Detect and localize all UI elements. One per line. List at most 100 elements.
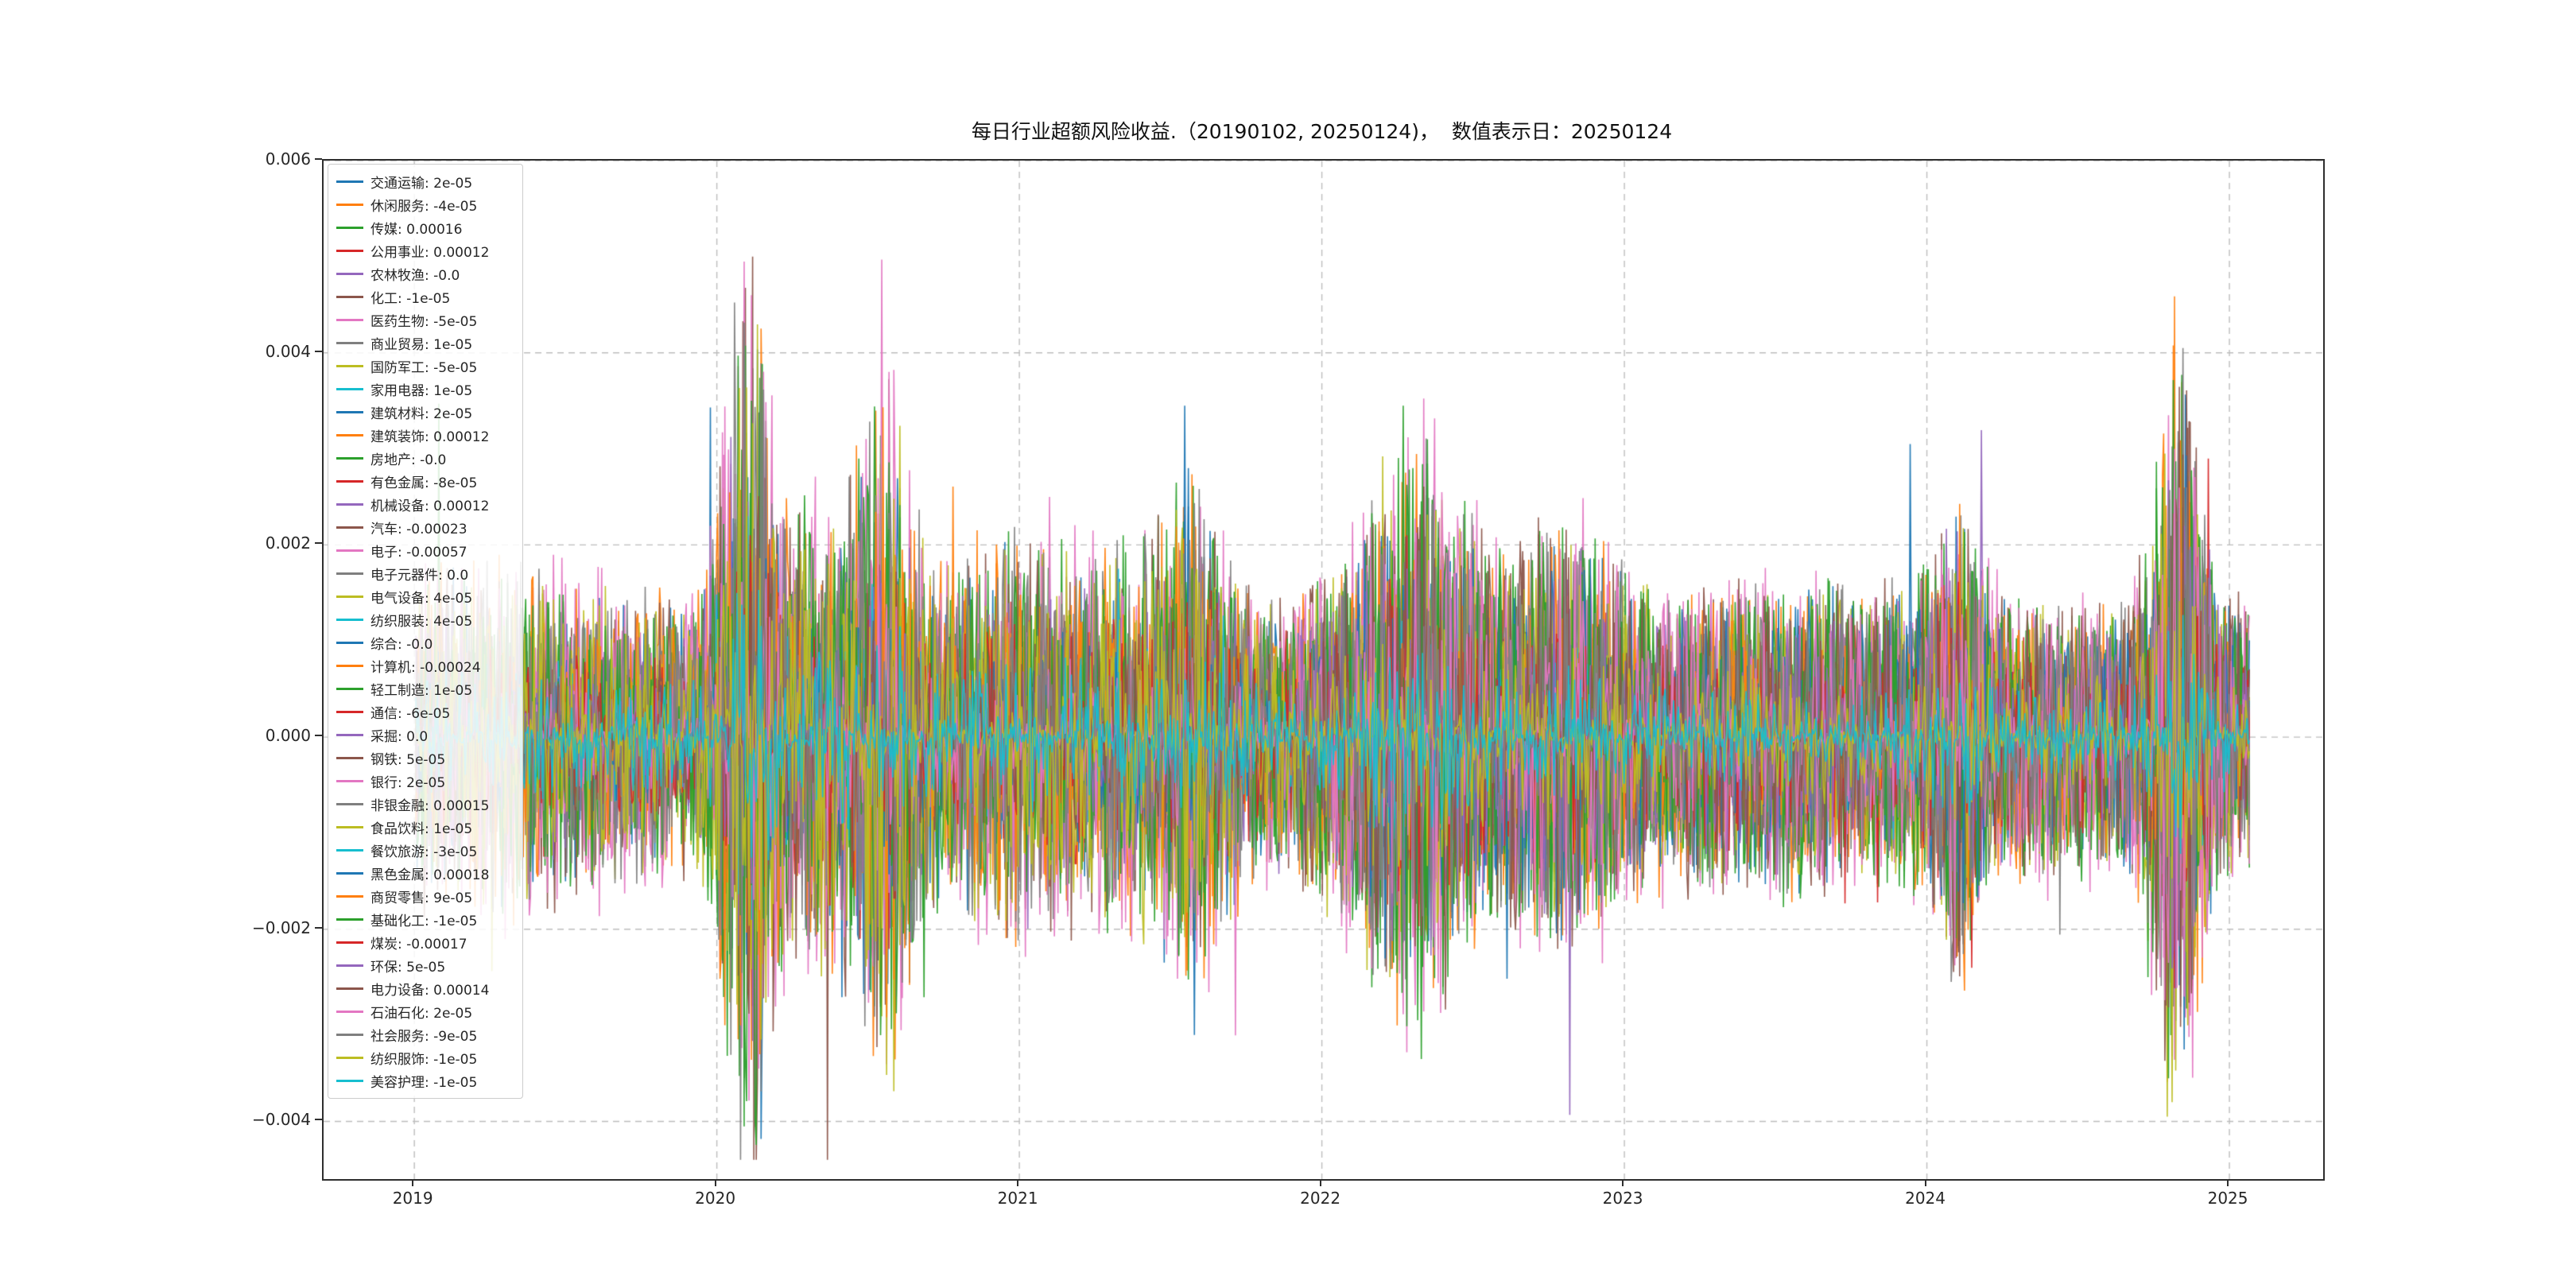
chart-canvas [324, 161, 2323, 1179]
legend-label: 医药生物: -5e-05 [370, 314, 478, 330]
legend-label: 传媒: 0.00016 [370, 222, 463, 238]
legend-item: 电子元器件: 0.0 [336, 562, 514, 585]
legend-item: 建筑装饰: 0.00012 [336, 424, 514, 447]
legend-item: 通信: -6e-05 [336, 700, 514, 724]
x-tick-mark [1924, 1179, 1926, 1186]
x-tick-label: 2020 [695, 1189, 736, 1208]
legend-swatch [336, 388, 363, 390]
legend-swatch [336, 688, 363, 690]
legend-item: 房地产: -0.0 [336, 447, 514, 470]
legend-swatch [336, 941, 363, 944]
x-tick-mark [1622, 1179, 1624, 1186]
x-tick-label: 2023 [1602, 1189, 1643, 1208]
legend-label: 采掘: 0.0 [370, 729, 429, 745]
y-tick-label: 0.004 [265, 341, 311, 361]
x-tick-label: 2025 [2207, 1189, 2248, 1208]
y-tick-label: 0.002 [265, 533, 311, 553]
x-tick-mark [1319, 1179, 1321, 1186]
legend-item: 基础化工: -1e-05 [336, 908, 514, 931]
legend-item: 食品饮料: 1e-05 [336, 816, 514, 839]
legend-item: 采掘: 0.0 [336, 724, 514, 747]
legend-label: 机械设备: 0.00012 [370, 499, 490, 514]
legend-item: 电子: -0.00057 [336, 539, 514, 562]
legend-item: 美容护理: -1e-05 [336, 1069, 514, 1092]
legend-swatch [336, 526, 363, 529]
legend-item: 电力设备: 0.00014 [336, 977, 514, 1000]
legend-swatch [336, 342, 363, 344]
legend-label: 电力设备: 0.00014 [370, 983, 490, 999]
legend-item: 农林牧渔: -0.0 [336, 262, 514, 285]
legend-label: 轻工制造: 1e-05 [370, 683, 473, 699]
legend-swatch [336, 1011, 363, 1013]
legend-swatch [336, 895, 363, 898]
legend-swatch [336, 1057, 363, 1059]
legend-label: 建筑材料: 2e-05 [370, 406, 473, 422]
legend-swatch [336, 1080, 363, 1082]
legend-label: 公用事业: 0.00012 [370, 245, 490, 261]
legend-label: 钢铁: 5e-05 [370, 752, 446, 768]
y-tick-mark [315, 158, 322, 160]
legend-label: 家用电器: 1e-05 [370, 383, 473, 399]
legend-label: 综合: -0.0 [370, 637, 433, 653]
legend-label: 纺织服装: 4e-05 [370, 614, 473, 630]
legend-label: 有色金属: -8e-05 [370, 475, 478, 491]
y-tick-mark [315, 542, 322, 545]
x-tick-mark [1017, 1179, 1019, 1186]
legend-label: 纺织服饰: -1e-05 [370, 1052, 478, 1068]
legend-swatch [336, 872, 363, 875]
legend-label: 电子: -0.00057 [370, 545, 467, 561]
legend-item: 计算机: -0.00024 [336, 654, 514, 677]
legend-item: 传媒: 0.00016 [336, 216, 514, 239]
legend-swatch [336, 319, 363, 321]
legend: 交通运输: 2e-05 休闲服务: -4e-05 传媒: 0.00016 公用事业: … [328, 164, 523, 1099]
legend-swatch [336, 734, 363, 736]
chart-title: 每日行业超额风险收益.（20190102, 20250124)， 数值表示日：2… [971, 120, 1673, 143]
x-tick-label: 2021 [997, 1189, 1038, 1208]
legend-label: 建筑装饰: 0.00012 [370, 429, 490, 445]
legend-swatch [336, 642, 363, 644]
legend-swatch [336, 826, 363, 828]
legend-item: 纺织服装: 4e-05 [336, 608, 514, 631]
legend-label: 社会服务: -9e-05 [370, 1029, 478, 1045]
legend-item: 公用事业: 0.00012 [336, 239, 514, 262]
legend-item: 电气设备: 4e-05 [336, 585, 514, 608]
legend-item: 有色金属: -8e-05 [336, 470, 514, 493]
y-tick-mark [315, 1119, 322, 1121]
legend-item: 机械设备: 0.00012 [336, 493, 514, 516]
legend-label: 食品饮料: 1e-05 [370, 821, 473, 837]
legend-swatch [336, 227, 363, 229]
legend-label: 餐饮旅游: -3e-05 [370, 844, 478, 860]
legend-swatch [336, 480, 363, 483]
x-tick-label: 2022 [1300, 1189, 1341, 1208]
legend-label: 美容护理: -1e-05 [370, 1075, 478, 1091]
legend-label: 黑色金属: 0.00018 [370, 867, 490, 883]
legend-item: 黑色金属: 0.00018 [336, 862, 514, 885]
legend-swatch [336, 411, 363, 413]
y-tick-label: 0.000 [265, 726, 311, 746]
x-tick-mark [412, 1179, 414, 1186]
legend-label: 化工: -1e-05 [370, 291, 451, 307]
y-tick-label: −0.004 [251, 1110, 311, 1130]
legend-item: 银行: 2e-05 [336, 770, 514, 793]
legend-swatch [336, 757, 363, 759]
legend-swatch [336, 296, 363, 298]
legend-swatch [336, 596, 363, 598]
legend-label: 农林牧渔: -0.0 [370, 268, 460, 284]
legend-item: 休闲服务: -4e-05 [336, 193, 514, 216]
legend-item: 家用电器: 1e-05 [336, 378, 514, 401]
legend-swatch [336, 457, 363, 460]
legend-label: 国防军工: -5e-05 [370, 360, 478, 376]
legend-item: 社会服务: -9e-05 [336, 1023, 514, 1046]
legend-label: 环保: 5e-05 [370, 960, 446, 976]
legend-label: 休闲服务: -4e-05 [370, 199, 478, 215]
legend-item: 钢铁: 5e-05 [336, 747, 514, 770]
y-tick-mark [315, 735, 322, 737]
legend-swatch [336, 711, 363, 713]
legend-label: 电子元器件: 0.0 [370, 568, 469, 584]
legend-swatch [336, 803, 363, 805]
legend-swatch [336, 665, 363, 667]
legend-item: 非银金融: 0.00015 [336, 793, 514, 816]
legend-item: 石油石化: 2e-05 [336, 1000, 514, 1023]
legend-label: 电气设备: 4e-05 [370, 591, 473, 607]
legend-label: 基础化工: -1e-05 [370, 914, 478, 929]
